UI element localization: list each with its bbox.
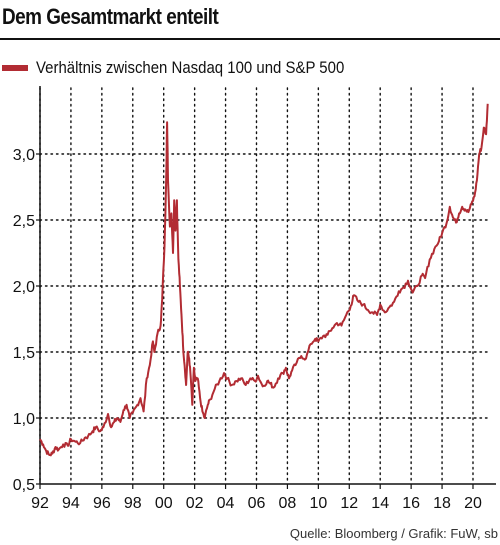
x-tick-label: 92 (31, 495, 49, 512)
title-rule (0, 38, 500, 40)
chart-legend: Verhältnis zwischen Nasdaq 100 und S&P 5… (2, 58, 386, 78)
x-tick-label: 02 (186, 495, 204, 512)
y-tick-label: 1,0 (13, 411, 35, 428)
y-tick-label: 2,5 (13, 213, 35, 230)
y-tick-label: 3,0 (13, 147, 35, 164)
x-tick-label: 16 (402, 495, 420, 512)
axes (36, 86, 496, 489)
x-tick-label: 18 (433, 495, 451, 512)
x-tick-label: 20 (464, 495, 482, 512)
x-tick-label: 10 (309, 495, 327, 512)
y-tick-label: 2,0 (13, 279, 35, 296)
legend-label: Verhältnis zwischen Nasdaq 100 und S&P 5… (36, 58, 345, 77)
x-tick-label: 94 (62, 495, 80, 512)
chart-title: Dem Gesamtmarkt enteilt (2, 4, 219, 29)
source-note: Quelle: Bloomberg / Grafik: FuW, sb (289, 526, 498, 541)
x-tick-label: 12 (340, 495, 358, 512)
grid-lines (39, 87, 491, 485)
x-tick-label: 06 (248, 495, 266, 512)
x-tick-label: 98 (124, 495, 142, 512)
tick-labels: 92 94 96 98 00 02 04 06 08 10 12 14 16 18 20 0,5 1,0 1,5 2… (13, 147, 482, 512)
y-tick-label: 0,5 (13, 477, 35, 494)
y-tick-label: 1,5 (13, 345, 35, 362)
series-line (39, 103, 489, 457)
series-layer (39, 103, 489, 457)
x-tick-label: 04 (217, 495, 235, 512)
x-tick-label: 96 (93, 495, 111, 512)
x-tick-label: 08 (279, 495, 297, 512)
x-tick-label: 14 (371, 495, 389, 512)
legend-swatch (2, 65, 28, 71)
x-tick-label: 00 (155, 495, 173, 512)
